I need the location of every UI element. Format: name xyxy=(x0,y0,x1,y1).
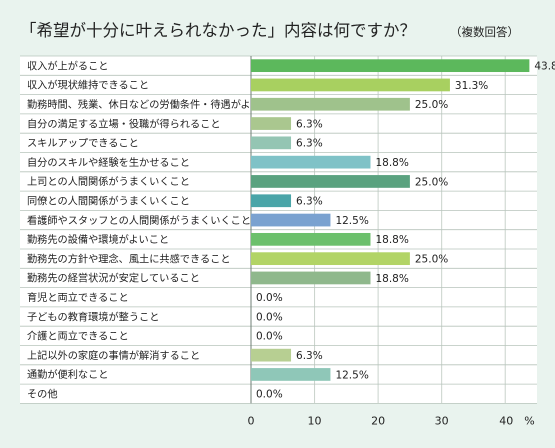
data-label: 18.8% xyxy=(375,157,408,169)
category-label: 収入が現状維持できること xyxy=(27,79,149,92)
category-label: 介護と両立できること xyxy=(27,330,129,343)
bar xyxy=(251,194,292,208)
data-label: 6.3% xyxy=(296,138,323,150)
data-label: 6.3% xyxy=(296,118,323,130)
category-label: 同僚との人間関係がうまくいくこと xyxy=(27,194,190,207)
data-label: 25.0% xyxy=(415,253,448,265)
bar xyxy=(251,136,292,150)
data-label: 18.8% xyxy=(375,273,408,285)
category-label: 上司との人間関係がうまくいくこと xyxy=(27,175,190,188)
bar xyxy=(251,348,292,362)
x-tick-label: 0 xyxy=(248,414,255,427)
category-label: 子どもの教育環境が整うこと xyxy=(27,310,159,323)
data-label: 25.0% xyxy=(415,99,448,111)
data-label: 6.3% xyxy=(296,350,323,362)
chart-subtitle: （複数回答） xyxy=(450,25,519,39)
bar xyxy=(251,155,371,169)
category-label: 上記以外の家庭の事情が解消すること xyxy=(27,349,200,362)
x-tick-label: 40 % xyxy=(499,414,534,427)
category-label: その他 xyxy=(27,387,58,400)
bar xyxy=(251,271,371,285)
category-label: 勤務先の設備や環境がよいこと xyxy=(27,233,169,246)
bar xyxy=(251,59,530,73)
data-label: 0.0% xyxy=(256,389,283,401)
category-label: 収入が上がること xyxy=(27,59,109,72)
category-label: 看護師やスタッフとの人間関係がうまくいくこと xyxy=(27,214,251,227)
category-label: 勤務先の方針や理念、風土に共感できること xyxy=(27,252,231,265)
category-label: スキルアップできること xyxy=(27,138,139,150)
data-label: 31.3% xyxy=(455,80,488,92)
bar xyxy=(251,252,410,266)
data-label: 0.0% xyxy=(256,311,283,323)
category-label: 自分の満足する立場・役職が得られること xyxy=(27,117,221,130)
bar xyxy=(251,368,331,381)
data-label: 0.0% xyxy=(256,292,283,304)
plot-area: 収入が上がること 43.8% 収入が現状維持できること 31.3% 勤務時間、残業、休日… xyxy=(20,55,555,427)
category-label: 育児と両立できること xyxy=(27,291,129,304)
x-tick-label: 30 xyxy=(435,414,449,427)
data-label: 18.8% xyxy=(375,234,408,246)
data-label: 0.0% xyxy=(256,331,283,343)
chart-title: 「希望が十分に叶えられなかった」内容は何ですか？ xyxy=(20,21,416,40)
bar xyxy=(251,175,410,188)
data-label: 43.8% xyxy=(534,60,555,72)
data-label: 6.3% xyxy=(296,196,323,208)
category-label: 勤務時間、残業、休日などの労働条件・待遇がよいこと xyxy=(27,98,281,111)
bar xyxy=(251,232,371,246)
x-tick-label: 20 xyxy=(371,414,385,427)
data-label: 12.5% xyxy=(335,215,368,227)
category-label: 通勤が便利なこと xyxy=(27,368,109,381)
data-label: 25.0% xyxy=(415,176,448,188)
bar xyxy=(251,78,450,92)
bar xyxy=(251,117,292,130)
bar xyxy=(251,97,410,111)
category-label: 自分のスキルや経験を生かせること xyxy=(27,156,190,169)
x-tick-label: 10 xyxy=(308,414,322,427)
category-label: 勤務先の経営状況が安定していること xyxy=(27,272,200,285)
bar xyxy=(251,213,331,227)
data-label: 12.5% xyxy=(335,369,368,381)
